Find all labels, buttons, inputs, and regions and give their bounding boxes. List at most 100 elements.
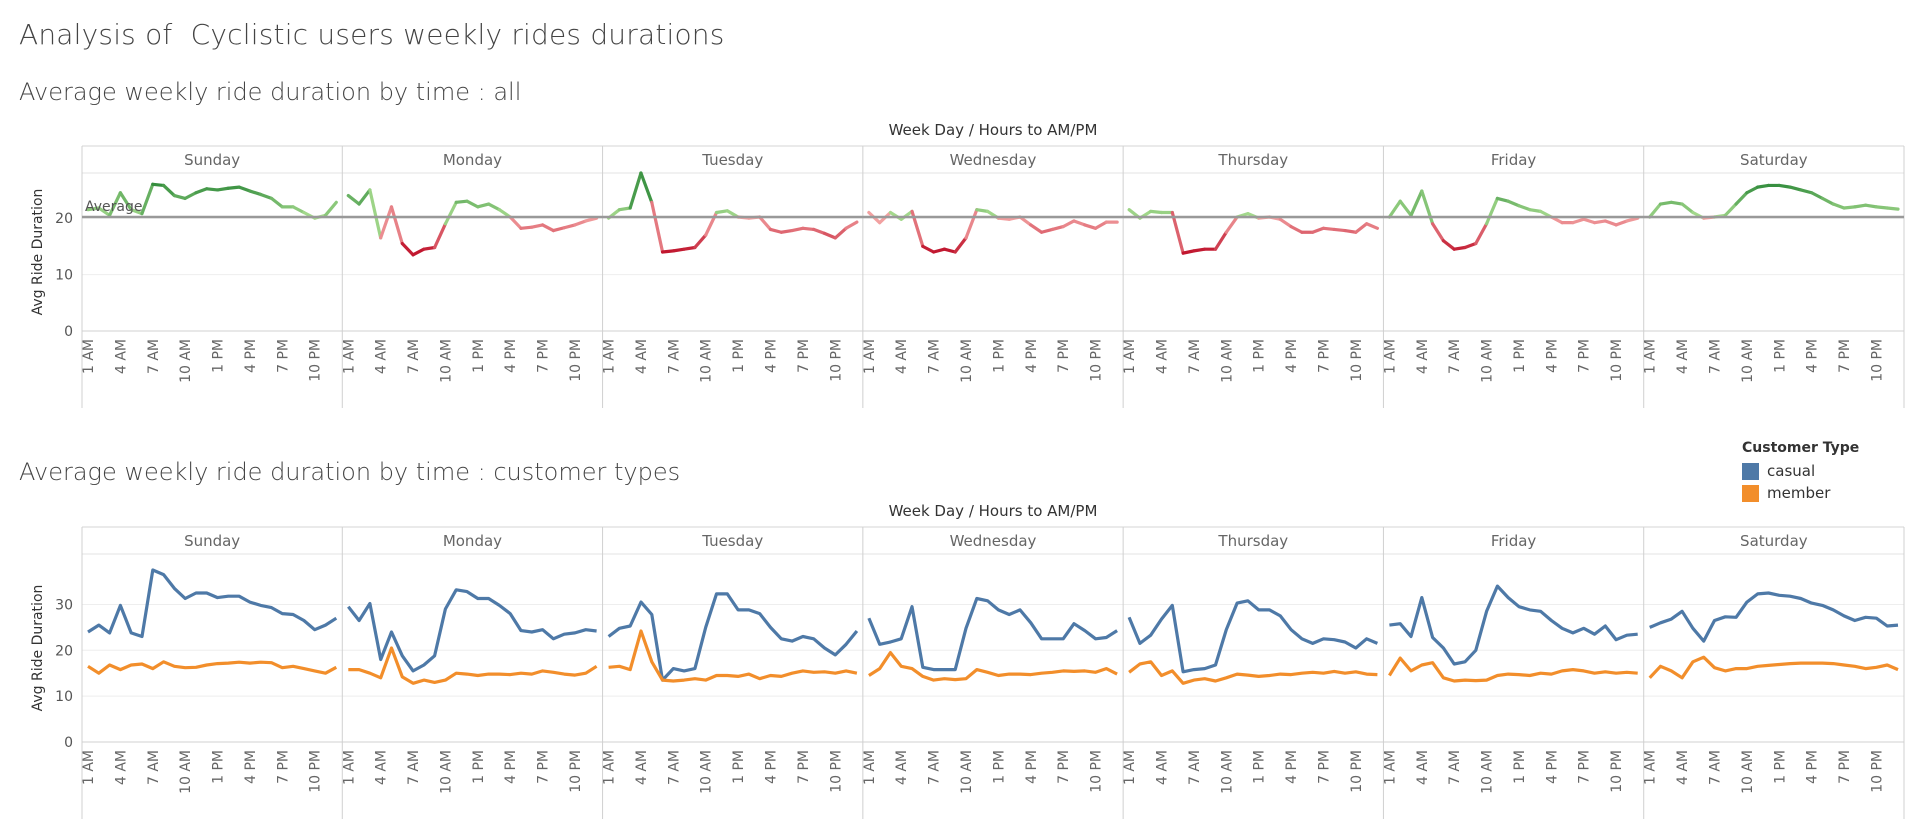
x-tick-label: 7 PM [796,750,812,784]
series-line-segment [1736,193,1747,204]
series-line-segment [1661,202,1672,204]
x-tick-label: 1 AM [1382,750,1398,785]
panel-sunday: Sunday 1 AM 4 AM 7 AM 10 AM 1 PM 4 PM 7 PM 10 PM [81,146,336,408]
series-line-segment [934,249,945,252]
x-tick-label: 10 PM [568,339,584,382]
x-tick-label: 10 AM [438,339,454,383]
series-line-segment [1411,191,1422,215]
series-line-segment [413,249,424,255]
series-line-segment [1887,208,1898,209]
series-line-casual [1129,601,1377,672]
chart-header: Week Day / Hours to AM/PM [889,502,1098,520]
x-tick-label: 10 PM [1869,750,1885,793]
legend-label-casual: casual [1767,462,1815,480]
series-line-segment [142,184,153,213]
series-line-segment [532,225,543,227]
x-tick-label: 1 AM [1122,339,1138,374]
panel-tuesday: Tuesday 1 AM 4 AM 7 AM 10 AM 1 PM 4 PM 7 PM 10 P… [602,527,857,819]
legend-label-member: member [1767,484,1830,502]
y-tick-label: 30 [55,597,73,613]
series-line-segment [630,173,641,208]
panel-sunday: Sunday 1 AM 4 AM 7 AM 10 AM 1 PM 4 PM 7 PM 10 PM [81,527,336,819]
series-line-segment [218,188,229,190]
panel-header-thursday: Thursday [1217,532,1288,550]
series-line-segment [348,196,359,204]
panel-monday: Monday1 AM 4 AM 7 AM 10 AM 1 PM 4 PM 7 PM 10 PM [341,146,596,408]
series-line-segment [1487,198,1498,223]
x-tick-label: 7 AM [146,750,162,785]
x-tick-label: 10 AM [1480,339,1496,383]
x-tick-label: 1 PM [1772,339,1788,373]
series-line-segment [543,225,554,231]
x-tick-label: 7 PM [1316,750,1332,784]
series-line-member [869,653,1117,681]
x-tick-label: 4 AM [894,339,910,374]
y-axis-label: Avg Ride Duration [30,585,46,712]
x-tick-label: 10 AM [699,750,715,794]
series-line-segment [1433,224,1444,241]
x-tick-label: 1 AM [341,750,357,785]
x-tick-label: 10 AM [1219,750,1235,794]
x-tick-label: 7 AM [406,339,422,374]
series-line-segment [1313,228,1324,232]
x-tick-label: 4 AM [1675,750,1691,785]
x-tick-label: 7 AM [666,339,682,374]
x-tick-label: 7 AM [927,750,943,785]
x-tick-label: 7 PM [1577,339,1593,373]
series-line-segment [1443,241,1454,249]
x-tick-label: 1 PM [1512,750,1528,784]
panel-header-friday: Friday [1491,532,1537,550]
x-tick-label: 10 AM [1740,750,1756,794]
series-line-member [1389,658,1637,681]
x-tick-label: 7 PM [275,339,291,373]
x-tick-label: 10 AM [438,750,454,794]
x-tick-label: 10 PM [308,339,324,382]
customer-type-legend[interactable]: Customer Type casual member [1742,440,1902,502]
x-tick-label: 1 PM [731,750,747,784]
series-line-segment [1758,185,1769,187]
series-line-segment [1476,224,1487,244]
x-tick-label: 4 AM [113,339,129,374]
series-line-segment [998,218,1009,219]
series-line-segment [1682,204,1693,212]
x-tick-label: 10 AM [178,750,194,794]
series-line-segment [1216,232,1227,249]
x-tick-label: 10 AM [178,339,194,383]
x-tick-label: 7 PM [796,339,812,373]
series-line-segment [1096,222,1107,228]
series-line-member [1129,662,1377,684]
legend-item-member[interactable]: member [1742,482,1902,502]
x-tick-label: 1 PM [991,750,1007,784]
series-line-segment [1747,187,1758,193]
panel-header-sunday: Sunday [184,532,240,550]
x-tick-label: 1 PM [1772,750,1788,784]
panel-monday: Monday1 AM 4 AM 7 AM 10 AM 1 PM 4 PM 7 PM 10 PM [341,527,596,819]
x-tick-label: 4 PM [503,339,519,373]
series-line-segment [1530,210,1541,212]
series-line-segment [781,231,792,233]
x-tick-label: 4 AM [113,750,129,785]
panel-friday: Friday1 AM 4 AM 7 AM 10 AM 1 PM 4 PM 7 PM 10 PM [1382,146,1637,408]
x-tick-label: 10 PM [828,750,844,793]
series-line-member [609,631,857,681]
x-tick-label: 1 AM [1643,339,1659,374]
x-tick-label: 4 PM [243,339,259,373]
y-tick-label: 10 [55,689,73,705]
series-line-segment [510,217,521,228]
series-line-segment [760,217,771,229]
x-tick-label: 1 PM [471,750,487,784]
series-line-segment [1833,204,1844,208]
series-line-segment [1291,227,1302,233]
x-tick-label: 7 PM [1316,339,1332,373]
series-line-segment [1519,206,1530,210]
x-tick-label: 7 PM [1056,750,1072,784]
x-tick-label: 7 PM [1577,750,1593,784]
x-tick-label: 7 PM [1837,750,1853,784]
series-line-segment [1226,217,1237,232]
series-line-segment [1151,211,1162,212]
legend-item-casual[interactable]: casual [1742,460,1902,482]
chart-header: Week Day / Hours to AM/PM [889,121,1098,139]
series-line-segment [1063,221,1074,227]
series-line-segment [944,249,955,252]
